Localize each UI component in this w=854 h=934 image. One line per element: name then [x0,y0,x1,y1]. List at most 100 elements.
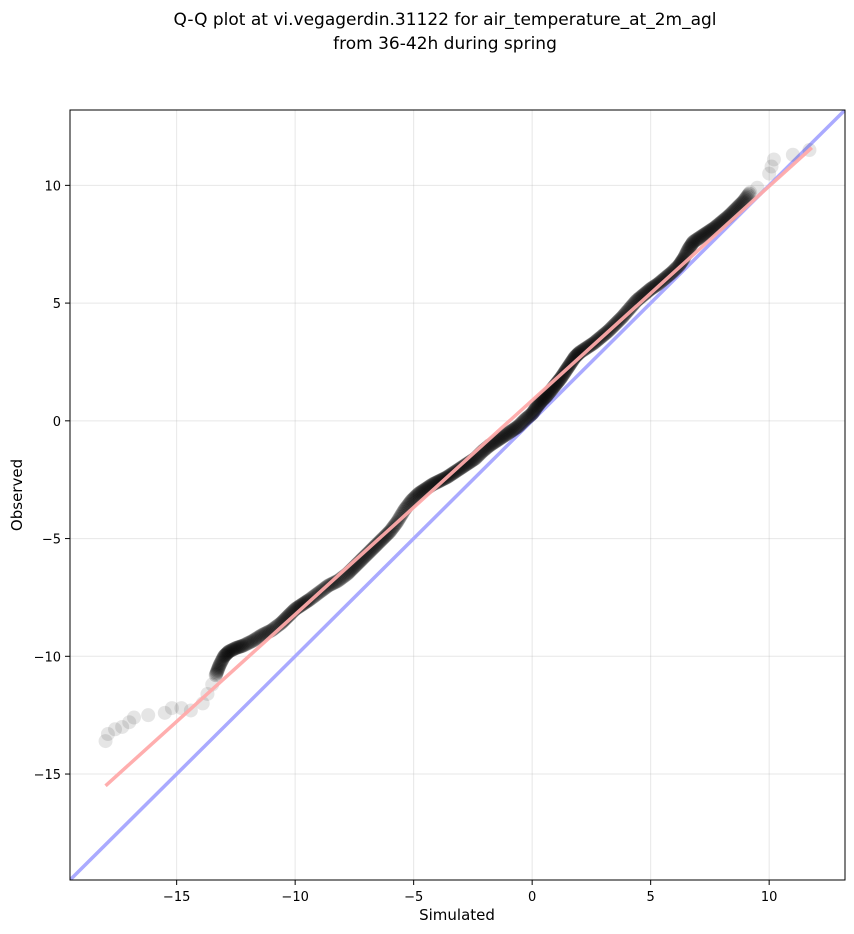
qq-point [646,279,661,294]
qq-point [506,422,521,437]
qq-point [680,243,695,258]
qq-point [533,394,548,409]
qq-point [326,575,341,590]
qq-point [236,638,251,653]
qq-point [766,152,781,167]
qq-point [750,180,765,195]
qq-point [528,401,543,416]
qq-point [624,299,639,314]
qq-point [223,643,238,658]
qq-point [692,230,707,245]
qq-point [647,279,662,294]
qq-point [622,301,637,316]
qq-point [687,234,702,249]
qq-point [621,303,636,318]
qq-point [209,666,224,681]
qq-point [370,536,385,551]
qq-point [510,419,525,434]
chart-title-line-2: from 36-42h during spring [333,34,557,54]
qq-point [509,420,524,435]
qq-point [689,232,704,247]
y-axis-ticks: −15 −10 −5 0 5 10 [34,179,70,783]
qq-point [366,540,381,555]
qq-point [495,429,510,444]
qq-point [567,351,582,366]
qq-point [212,658,227,673]
qq-point [507,421,522,436]
qq-point [512,417,527,432]
qq-point [225,642,240,657]
qq-point [502,425,517,440]
qq-point [410,487,425,502]
qq-point [685,235,700,250]
qq-point [274,615,289,630]
qq-point [698,226,713,241]
qq-point [220,645,235,660]
y-tick-label: −15 [34,768,61,783]
qq-point [231,640,246,655]
qq-point [430,474,445,489]
qq-point [580,340,595,355]
qq-point [452,462,467,477]
y-tick-label: −5 [42,533,61,548]
qq-point [644,281,659,296]
qq-point [244,634,259,649]
qq-point [690,232,705,247]
qq-point [575,343,590,358]
qq-point [743,185,758,200]
qq-point [554,369,569,384]
regression-fit-line [104,146,813,788]
qq-point [693,230,708,245]
qq-point [764,159,779,174]
qq-point [228,641,243,656]
qq-point [364,542,379,557]
qq-point [411,486,426,501]
qq-point [455,460,470,475]
qq-point [457,458,472,473]
qq-point [511,418,526,433]
qq-point [552,373,567,388]
qq-point [432,473,447,488]
qq-point [516,414,531,429]
qq-point [533,395,548,410]
qq-point [576,342,591,357]
x-tick-label: −10 [281,890,308,905]
qq-point [100,727,115,742]
qq-point [742,186,757,201]
qq-point [409,488,424,503]
qq-point [696,228,711,243]
qq-point [224,643,239,658]
qq-point [252,629,267,644]
qq-point [501,425,516,440]
qq-point [695,228,710,243]
qq-point [741,188,756,203]
qq-point [253,628,268,643]
grid-lines [70,110,845,880]
qq-point [245,633,260,648]
qq-point [519,411,534,426]
x-tick-label: 0 [528,890,536,905]
qq-point [530,398,545,413]
qq-point [499,427,514,442]
x-axis-label: Simulated [419,906,495,924]
qq-point [141,708,156,723]
qq-point [577,342,592,357]
qq-point [521,410,536,425]
qq-point [565,354,580,369]
y-tick-label: 0 [53,415,61,430]
qq-point [505,423,520,438]
qq-point [518,412,533,427]
qq-point [215,651,230,666]
qq-point [241,636,256,651]
qq-point [686,234,701,249]
qq-point [371,535,386,550]
qq-point [673,256,688,271]
qq-point [504,423,519,438]
qq-point [648,278,663,293]
qq-point [219,646,234,661]
x-tick-label: −15 [163,890,190,905]
qq-point [272,617,287,632]
qq-point [234,639,249,654]
qq-point [108,722,123,737]
